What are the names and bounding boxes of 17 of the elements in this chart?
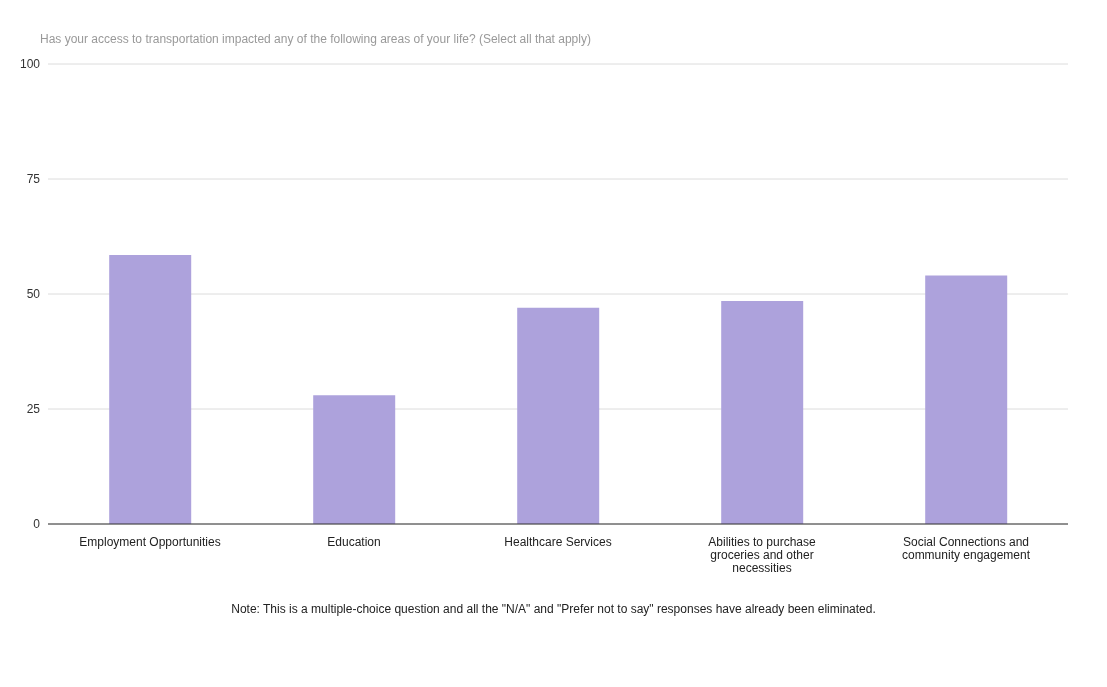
y-tick-label: 0 (33, 517, 41, 532)
bar (109, 254, 192, 524)
bar (517, 307, 600, 524)
y-tick-label: 100 (19, 57, 41, 72)
bar (721, 300, 804, 524)
y-tick-label: 50 (26, 287, 41, 302)
y-tick-label: 25 (26, 402, 41, 417)
bar (925, 275, 1008, 524)
x-tick-label: Healthcare Services (504, 535, 612, 549)
chart-title: Has your access to transportation impacted any of the following areas of your life? (Select all that apply) (39, 31, 592, 48)
bar (313, 395, 396, 524)
x-tick-label: Education (327, 535, 381, 549)
y-tick-label: 75 (26, 172, 41, 187)
x-tick-label: Abilities to purchase groceries and other necessities (708, 535, 817, 575)
x-tick-label: Employment Opportunities (79, 535, 221, 549)
x-tick-label: Social Connections and community engagement (901, 535, 1031, 562)
text: Note: This is a multiple-choice question and all the "N/A" and "Prefer not to say" responses have already been eliminated. (230, 602, 877, 616)
